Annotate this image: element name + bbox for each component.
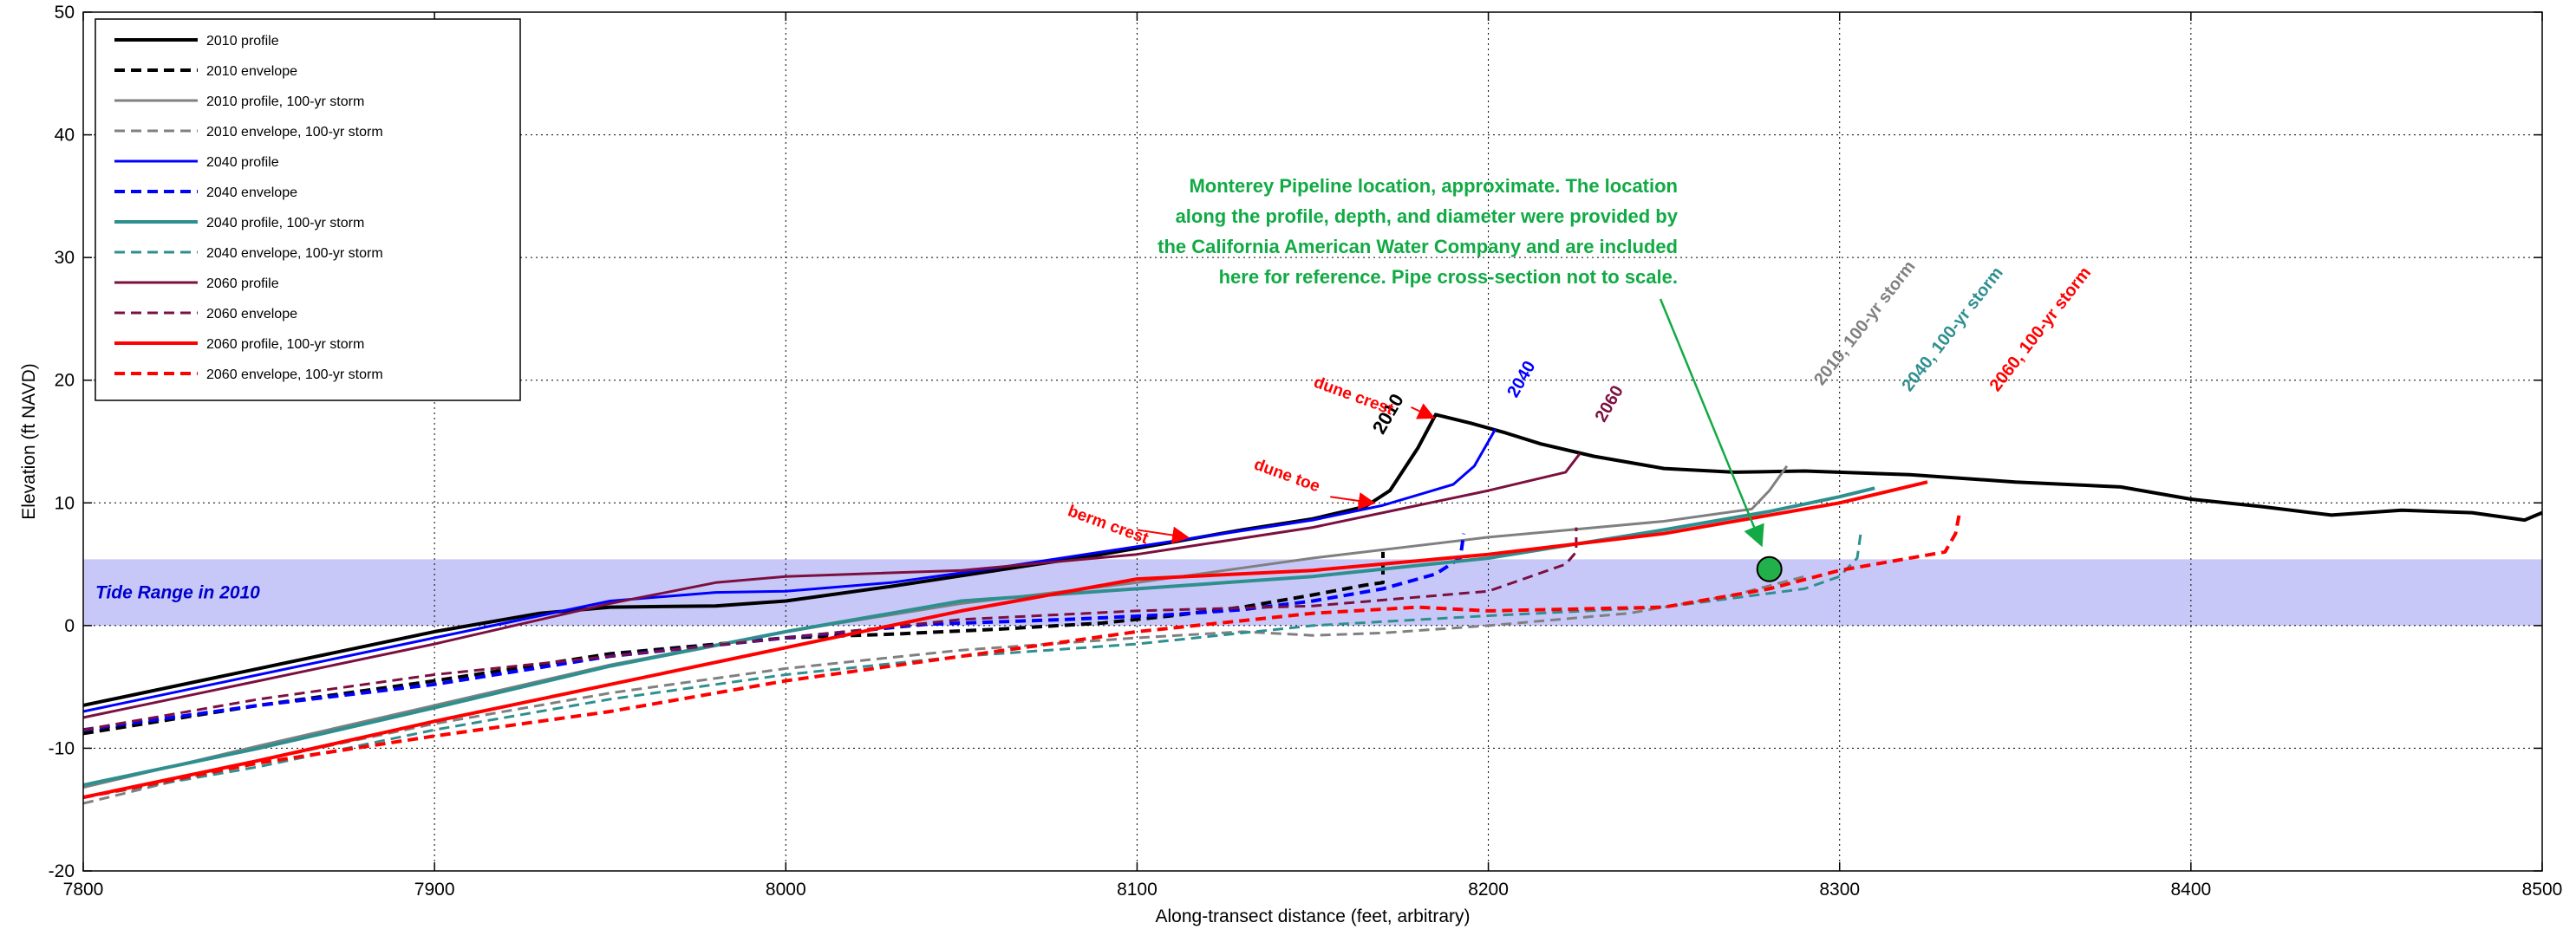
pipeline-note-line: along the profile, depth, and diameter w… xyxy=(1176,205,1679,227)
annotation-arrow xyxy=(1137,526,1190,544)
legend-entry-label: 2040 envelope, 100-yr storm xyxy=(206,246,383,261)
pipeline-note-line: the California American Water Company an… xyxy=(1158,236,1678,257)
series-line xyxy=(82,486,1875,787)
y-axis-label: Elevation (ft NAVD) xyxy=(19,363,39,520)
pipeline-note-line: Monterey Pipeline location, approximate.… xyxy=(1189,175,1678,197)
pipeline-marker xyxy=(1756,555,1783,582)
legend: 2010 profile 2010 envelope 2010 profile, 1… xyxy=(95,18,521,401)
series-line xyxy=(82,527,1578,731)
y-tick-label: 0 xyxy=(64,616,75,636)
y-tick-label: -10 xyxy=(49,738,75,758)
series-line xyxy=(82,452,1581,719)
x-tick-label: 8000 xyxy=(766,880,806,900)
series-line xyxy=(82,533,1466,732)
x-tick-label: 7900 xyxy=(414,880,455,900)
series-line xyxy=(82,533,1862,799)
series-line xyxy=(82,551,1385,736)
y-tick-label: -20 xyxy=(49,861,75,881)
legend-box xyxy=(95,18,521,401)
legend-entry-label: 2010 envelope, 100-yr storm xyxy=(206,125,383,140)
series-line xyxy=(82,480,1928,800)
legend-entry-label: 2040 profile xyxy=(206,155,279,170)
x-tick-label: 8500 xyxy=(2522,880,2563,900)
legend-entry-label: 2010 profile xyxy=(206,34,279,49)
y-tick-label: 30 xyxy=(55,248,75,268)
y-tick-label: 10 xyxy=(55,493,75,513)
annotation-arrow xyxy=(1330,492,1376,510)
plot-frame xyxy=(82,11,2543,872)
y-tick-label: 40 xyxy=(55,126,75,146)
legend-entry-label: 2060 profile xyxy=(206,276,279,291)
series-line xyxy=(82,413,2543,707)
x-axis-label: Along-transect distance (feet, arbitrary… xyxy=(1156,906,1471,926)
x-tick-label: 7800 xyxy=(63,880,104,900)
y-tick-label: 50 xyxy=(55,3,75,23)
series-line xyxy=(82,464,1789,789)
pipeline-note-arrow xyxy=(1659,298,1764,548)
legend-entry-label: 2060 profile, 100-yr storm xyxy=(206,337,364,352)
annotation-arrow xyxy=(1411,403,1436,419)
x-tick-label: 8200 xyxy=(1468,880,1509,900)
x-tick-label: 8100 xyxy=(1117,880,1158,900)
series-line xyxy=(82,575,1805,805)
series-lines xyxy=(82,413,2543,805)
series-line xyxy=(82,515,1961,800)
legend-entry-label: 2060 envelope xyxy=(206,307,297,322)
axes: 7800 7900 8000 8100 8200 8300 8400 8500 -20 -10 0 1… xyxy=(49,3,2563,900)
legend-entry-label: 2010 envelope xyxy=(206,64,297,79)
legend-entry-label: 2010 profile, 100-yr storm xyxy=(206,94,364,109)
legend-entry-label: 2040 profile, 100-yr storm xyxy=(206,216,364,231)
y-tick-label: 20 xyxy=(55,371,75,391)
pipeline-note-line: here for reference. Pipe cross-section n… xyxy=(1219,266,1678,288)
tide-range-label: Tide Range in 2010 xyxy=(95,583,260,603)
legend-entry-label: 2040 envelope xyxy=(206,185,297,200)
pipeline-marker-group xyxy=(1756,555,1783,582)
x-tick-label: 8300 xyxy=(1819,880,1860,900)
legend-entry-label: 2060 envelope, 100-yr storm xyxy=(206,367,383,382)
series-line xyxy=(82,428,1497,713)
x-tick-label: 8400 xyxy=(2170,880,2211,900)
